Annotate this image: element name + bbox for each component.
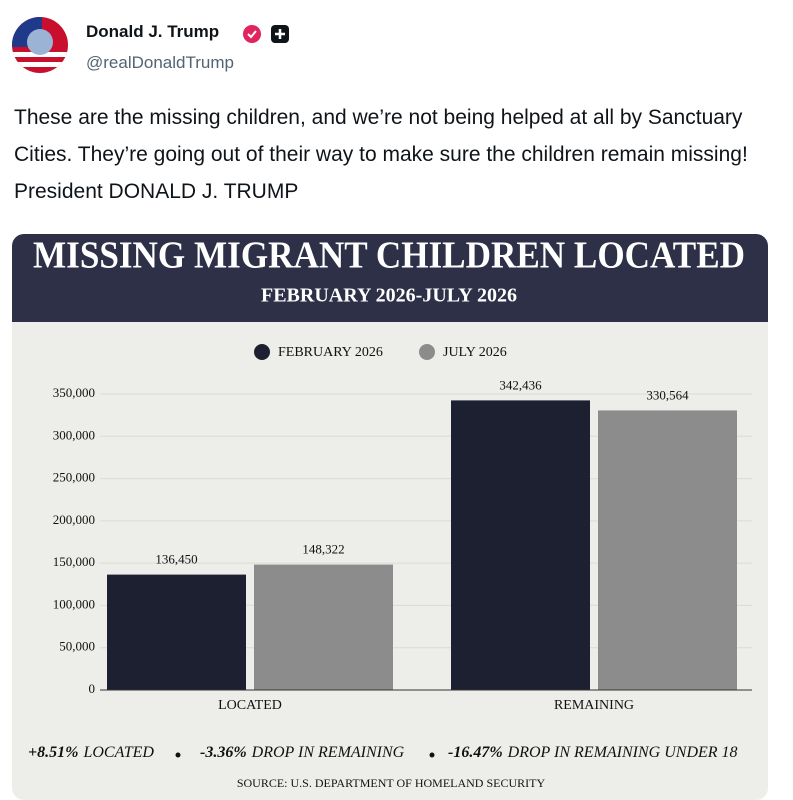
y-tick-label: 300,000 — [53, 427, 95, 442]
legend-label: FEBRUARY 2026 — [278, 345, 383, 360]
banner — [12, 234, 768, 322]
bar — [254, 564, 393, 690]
x-tick-label: LOCATED — [218, 698, 282, 713]
value-label: 148,322 — [302, 542, 344, 557]
source: SOURCE: U.S. DEPARTMENT OF HOMELAND SECU… — [237, 776, 546, 790]
note: -3.36% DROP IN REMAINING — [200, 744, 405, 761]
bar — [107, 574, 246, 690]
legend-swatch — [254, 344, 270, 360]
chart-title: MISSING MIGRANT CHILDREN LOCATED — [33, 235, 745, 277]
y-tick-label: 100,000 — [53, 596, 95, 611]
chart-subtitle: FEBRUARY 2026-JULY 2026 — [261, 285, 517, 307]
y-tick-label: 50,000 — [59, 639, 95, 654]
avatar[interactable] — [12, 17, 68, 73]
y-tick-label: 150,000 — [53, 554, 95, 569]
value-label: 342,436 — [499, 377, 542, 392]
legend-label: JULY 2026 — [443, 345, 507, 360]
bar — [451, 400, 590, 690]
legend-swatch — [419, 344, 435, 360]
note: -16.47% DROP IN REMAINING UNDER 18 — [448, 744, 738, 761]
note-bullet — [429, 752, 435, 758]
note-text: DROP IN REMAINING UNDER 18 — [507, 744, 738, 761]
post-text: These are the missing children, and we’r… — [14, 106, 748, 203]
note-figure: +8.51% — [28, 744, 78, 761]
y-tick-label: 200,000 — [53, 512, 95, 527]
y-tick-label: 250,000 — [53, 470, 95, 485]
note-figure: -3.36% — [200, 744, 247, 761]
note-figure: -16.47% — [448, 744, 503, 761]
author-handle[interactable]: @realDonaldTrump — [86, 53, 234, 72]
note-text: LOCATED — [82, 744, 154, 761]
note-text: DROP IN REMAINING — [251, 744, 405, 761]
value-label: 136,450 — [155, 552, 197, 567]
x-tick-label: REMAINING — [554, 698, 634, 713]
note-bullet — [175, 752, 181, 758]
author-name[interactable]: Donald J. Trump — [86, 22, 220, 41]
value-label: 330,564 — [646, 387, 689, 402]
y-tick-label: 350,000 — [53, 385, 95, 400]
bar — [598, 410, 737, 690]
note: +8.51% LOCATED — [28, 744, 154, 761]
y-tick-label: 0 — [89, 681, 96, 696]
verified-badge — [243, 25, 261, 43]
